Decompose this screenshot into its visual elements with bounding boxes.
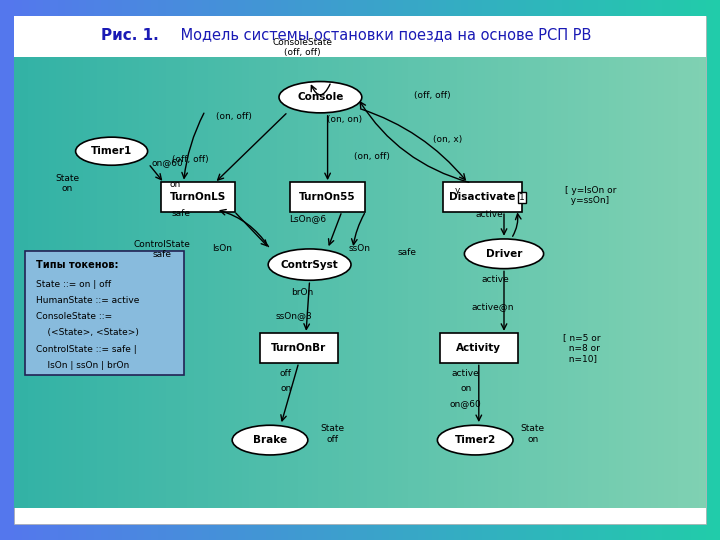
- Text: (on, off): (on, off): [354, 152, 390, 161]
- Text: active@n: active@n: [472, 302, 515, 311]
- Text: [ n=5 or
  n=8 or
  n=10]: [ n=5 or n=8 or n=10]: [563, 333, 600, 363]
- Ellipse shape: [269, 249, 351, 280]
- Text: on@60: on@60: [151, 159, 183, 167]
- Text: LsOn@6: LsOn@6: [289, 214, 327, 222]
- Text: on@60: on@60: [450, 400, 482, 408]
- Text: State ::= on | off: State ::= on | off: [36, 280, 111, 289]
- Text: active: active: [476, 210, 503, 219]
- Text: (on, off): (on, off): [216, 112, 252, 120]
- Text: safe: safe: [398, 248, 417, 256]
- Text: State
on: State on: [521, 424, 545, 444]
- Text: Timer1: Timer1: [91, 146, 132, 156]
- FancyBboxPatch shape: [14, 16, 706, 524]
- Text: Brake: Brake: [253, 435, 287, 445]
- Text: on: on: [280, 384, 292, 393]
- Text: IsOn: IsOn: [212, 244, 232, 253]
- Text: on: on: [460, 384, 472, 393]
- Ellipse shape: [464, 239, 544, 269]
- Text: (<State>, <State>): (<State>, <State>): [36, 328, 139, 338]
- FancyBboxPatch shape: [260, 333, 338, 363]
- Text: State
on: State on: [55, 174, 79, 193]
- Ellipse shape: [279, 82, 361, 113]
- Text: on: on: [169, 180, 181, 189]
- FancyBboxPatch shape: [290, 182, 365, 212]
- FancyBboxPatch shape: [25, 251, 184, 375]
- Text: State
off: State off: [320, 424, 345, 444]
- Text: (off, off): (off, off): [173, 155, 209, 164]
- Ellipse shape: [76, 137, 148, 165]
- Text: ConsoleState ::=: ConsoleState ::=: [36, 312, 112, 321]
- FancyBboxPatch shape: [440, 333, 518, 363]
- FancyBboxPatch shape: [14, 16, 706, 57]
- FancyBboxPatch shape: [444, 182, 521, 212]
- Ellipse shape: [438, 426, 513, 455]
- Text: active: active: [482, 275, 509, 284]
- Text: Disactivate: Disactivate: [449, 192, 516, 202]
- Text: 1: 1: [519, 193, 525, 201]
- Text: (off, off): (off, off): [414, 91, 450, 99]
- Text: TurnOnLS: TurnOnLS: [170, 192, 226, 202]
- Text: ssOn@3: ssOn@3: [275, 312, 312, 320]
- Text: ControlState
safe: ControlState safe: [134, 240, 190, 259]
- Ellipse shape: [232, 426, 308, 455]
- Text: ssOn: ssOn: [349, 244, 371, 253]
- Text: (on, x): (on, x): [433, 135, 462, 144]
- Text: Рис. 1.: Рис. 1.: [101, 28, 158, 43]
- Text: Activity: Activity: [456, 343, 501, 353]
- Text: y: y: [454, 186, 460, 194]
- Text: Console: Console: [297, 92, 343, 102]
- Text: Типы токенов:: Типы токенов:: [36, 260, 119, 271]
- Text: IsOn | ssOn | brOn: IsOn | ssOn | brOn: [36, 361, 130, 370]
- Text: (on, on): (on, on): [327, 116, 361, 124]
- Text: TurnOn55: TurnOn55: [300, 192, 356, 202]
- Text: Timer2: Timer2: [454, 435, 496, 445]
- Text: Driver: Driver: [486, 249, 522, 259]
- Text: ContrSyst: ContrSyst: [281, 260, 338, 269]
- Text: active: active: [452, 369, 480, 378]
- Text: off: off: [280, 369, 292, 378]
- Text: safe: safe: [172, 209, 191, 218]
- Text: brOn: brOn: [292, 288, 313, 297]
- Text: Модель системы остановки поезда на основе РСП РВ: Модель системы остановки поезда на основ…: [176, 28, 592, 43]
- Text: TurnOnBr: TurnOnBr: [271, 343, 326, 353]
- Text: ConsoleState
(off, off): ConsoleState (off, off): [272, 38, 333, 57]
- FancyBboxPatch shape: [161, 182, 235, 212]
- Text: HumanState ::= active: HumanState ::= active: [36, 296, 140, 305]
- Text: ControlState ::= safe |: ControlState ::= safe |: [36, 345, 137, 354]
- Text: [ y=IsOn or
  y=ssOn]: [ y=IsOn or y=ssOn]: [565, 186, 616, 205]
